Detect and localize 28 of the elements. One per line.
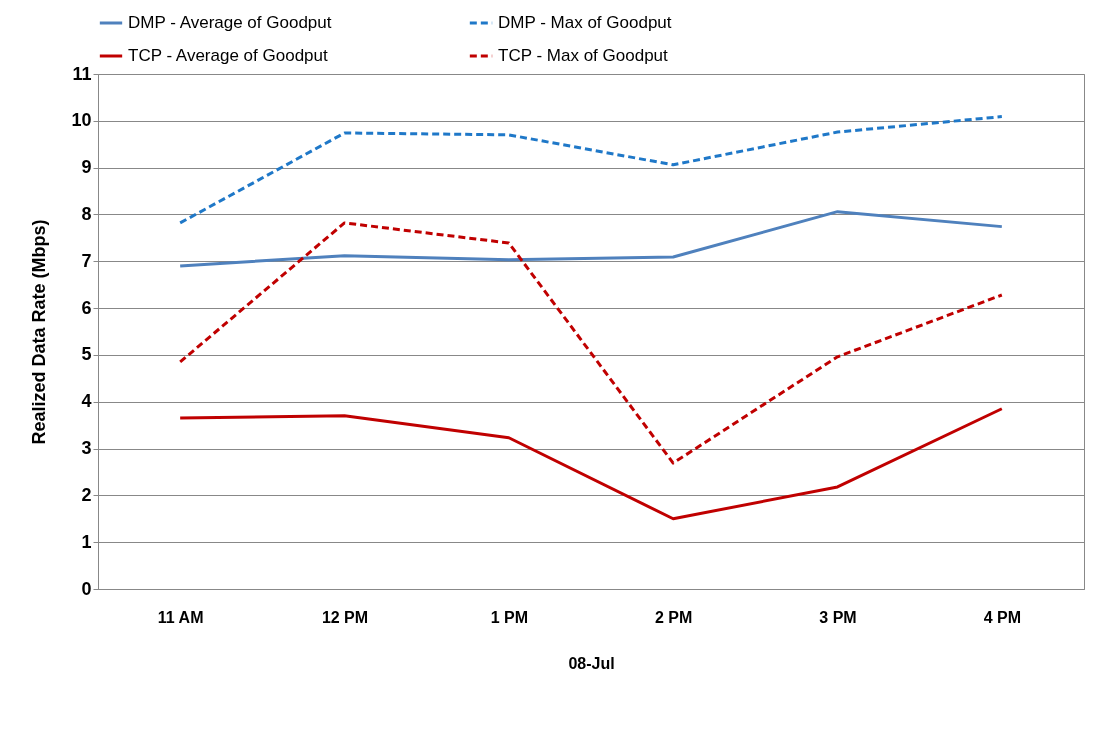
y-tick-label: 6 (81, 297, 92, 318)
line-series (178, 115, 1004, 225)
y-tick-label: 7 (81, 250, 92, 271)
y-axis-title: Realized Data Rate (Mbps) (29, 219, 50, 445)
y-tick-label: 2 (81, 484, 92, 505)
legend-label: DMP - Average of Goodput (128, 13, 332, 32)
legend-label: TCP - Average of Goodput (128, 46, 328, 65)
y-tick-label: 10 (71, 110, 92, 131)
y-tick-label: 1 (81, 531, 92, 552)
x-tick-label: 11 AM (157, 608, 204, 626)
line-series (178, 221, 1004, 465)
x-tick-label: 3 PM (819, 608, 857, 626)
legend-label: DMP - Max of Goodput (498, 13, 672, 32)
x-axis-title: 08-Jul (568, 654, 615, 672)
y-tick-label: 5 (81, 344, 92, 365)
y-tick-label: 8 (81, 203, 92, 224)
x-tick-label: 12 PM (321, 608, 369, 626)
legend-label: TCP - Max of Goodput (498, 46, 669, 65)
line-series (178, 407, 1004, 521)
x-tick-label: 1 PM (490, 608, 529, 626)
y-tick-label: 4 (81, 391, 92, 412)
line-series (178, 210, 1004, 268)
x-tick-label: 4 PM (983, 608, 1022, 626)
x-tick-label: 2 PM (654, 608, 693, 626)
y-tick-label: 9 (81, 157, 92, 178)
y-tick-label: 0 (81, 578, 92, 599)
y-tick-label: 11 (72, 63, 92, 84)
y-tick-label: 3 (81, 438, 92, 459)
